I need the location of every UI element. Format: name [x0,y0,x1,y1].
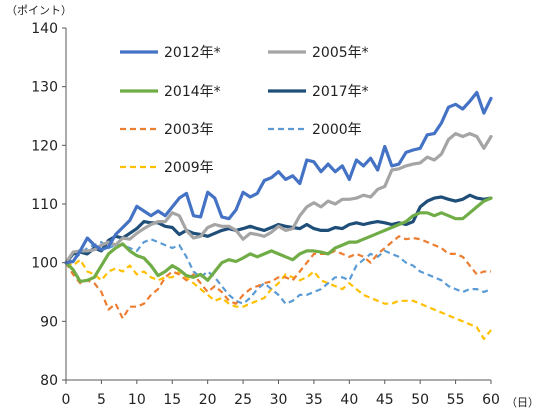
y-tick-label: 100 [31,256,58,272]
x-tick-label: 15 [163,392,181,408]
x-tick-label: 5 [97,392,106,408]
series-line-1 [64,132,493,265]
x-axis-ticks: 0 5 10 15 20 25 30 35 40 45 50 55 60 [62,380,500,408]
x-tick-label: 55 [447,392,465,408]
x-tick-label: 25 [234,392,252,408]
series-line-6 [65,258,492,340]
series-lines [64,90,493,340]
series-line-3 [64,193,493,265]
y-tick-label: 110 [31,197,58,213]
x-tick-label: 30 [270,392,288,408]
x-tick-label: 10 [128,392,146,408]
series-line-4 [65,235,491,320]
x-tick-label: 0 [62,392,71,408]
axes [65,28,491,381]
y-axis-ticks: 80 90 100 110 120 130 140 [31,21,66,389]
series-line-0 [64,90,493,265]
legend-label-0: 2012年* [164,45,221,61]
y-tick-label: 130 [31,80,58,96]
y-tick-label: 80 [40,373,58,389]
series-line-5 [65,238,492,305]
x-tick-label: 45 [376,392,394,408]
x-tick-label: 40 [340,392,358,408]
x-tick-label: 20 [199,392,217,408]
x-tick-label: 50 [411,392,429,408]
y-tick-label: 140 [31,21,58,37]
x-tick-label: 35 [305,392,323,408]
y-tick-label: 90 [40,314,58,330]
series-line-2 [64,196,493,283]
legend: 2012年* 2005年* 2014年* 2017年* 2003年 2000年 2009年 [120,45,369,176]
y-tick-label: 120 [31,138,58,154]
x-axis-unit: （日） [506,396,539,409]
legend-label-3: 2017年* [312,84,369,100]
y-axis-unit: （ポイント） [6,4,72,17]
legend-label-1: 2005年* [312,45,369,61]
legend-label-5: 2000年 [312,122,362,138]
legend-label-6: 2009年 [164,160,214,176]
x-tick-label: 60 [482,392,500,408]
legend-label-2: 2014年* [164,84,221,100]
legend-label-4: 2003年 [164,122,214,138]
